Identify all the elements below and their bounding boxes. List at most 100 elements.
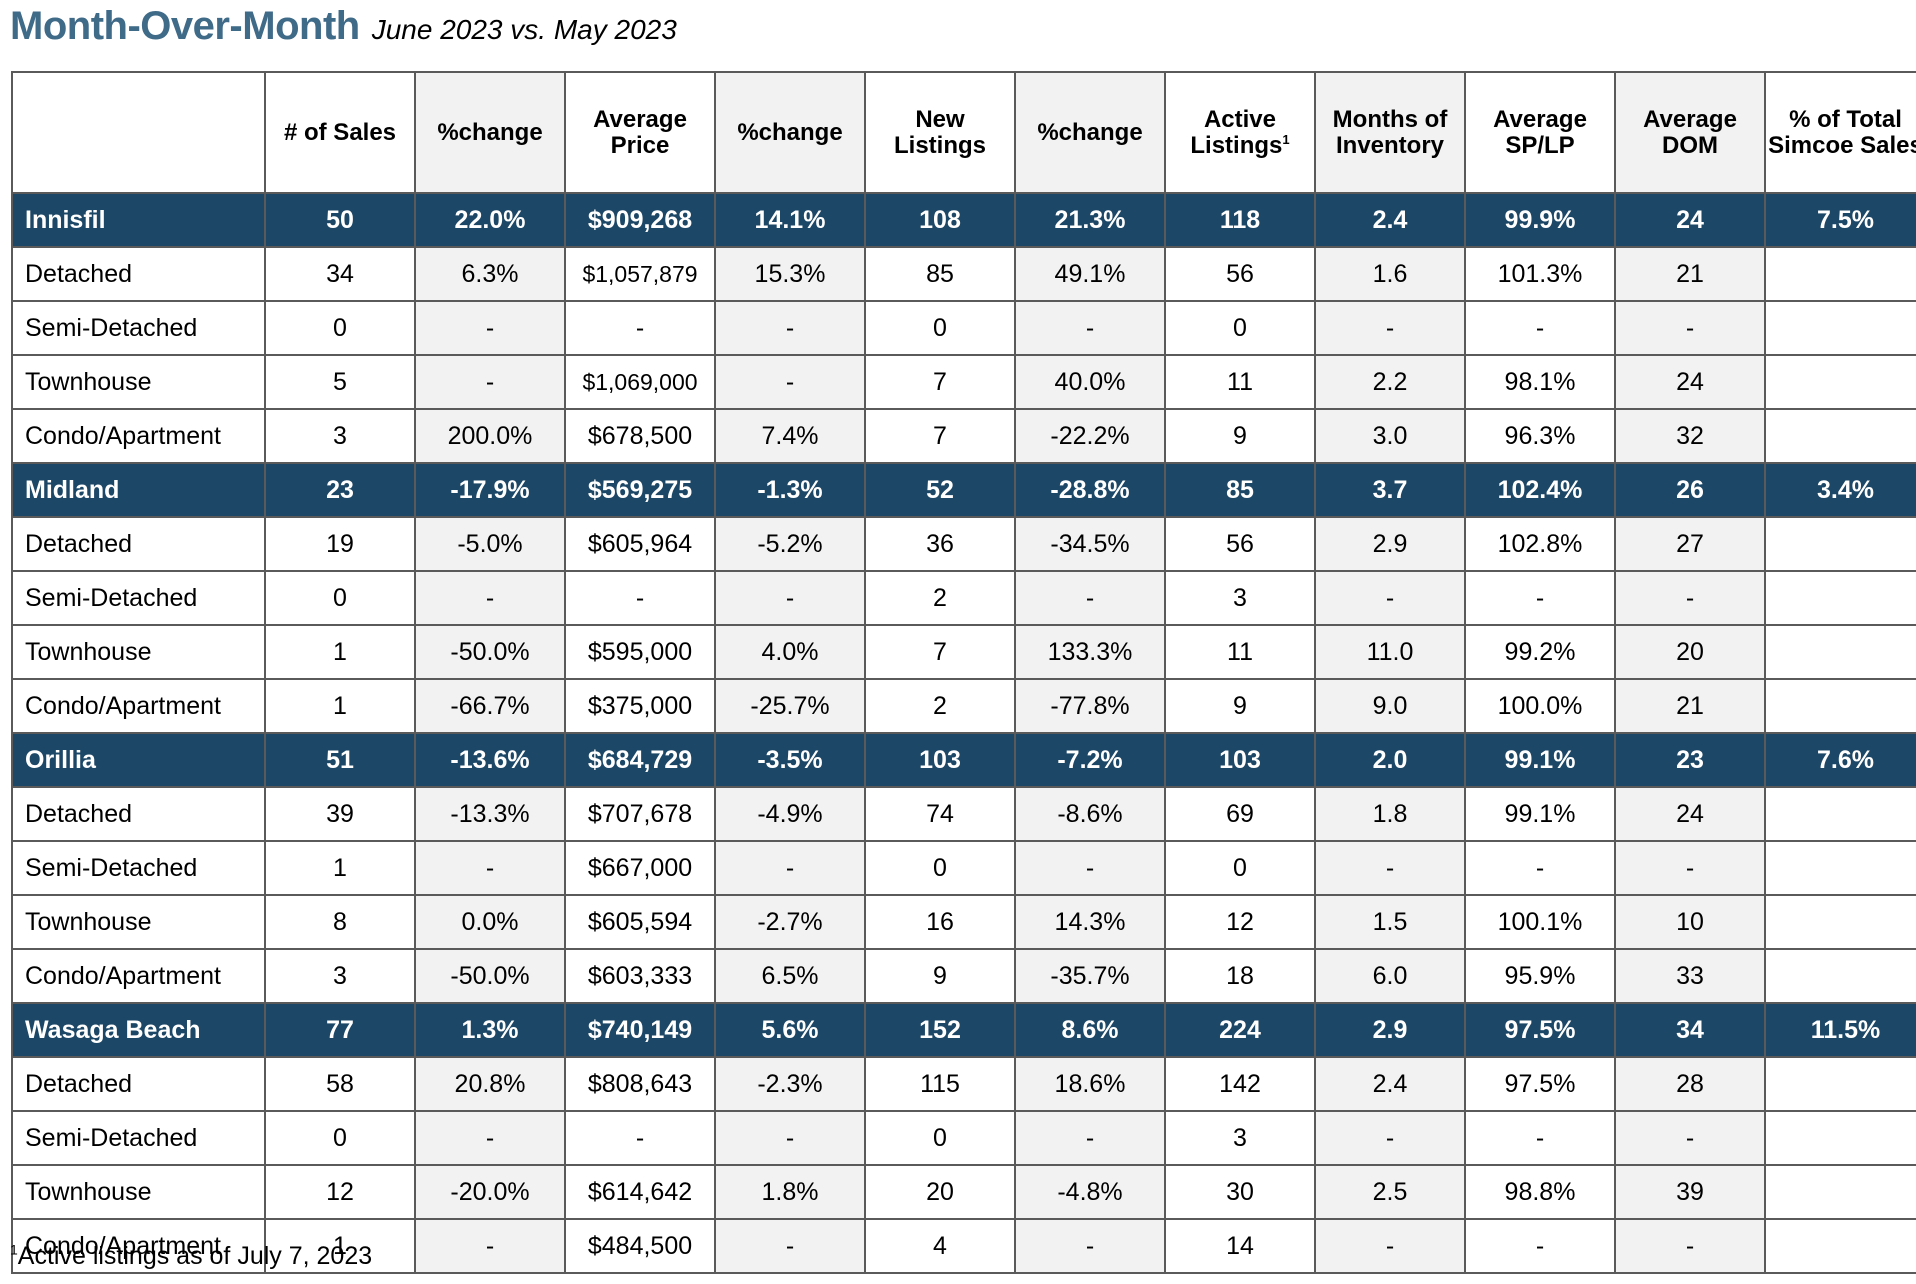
footnote-text: Active listings as of July 7, 2023 <box>17 1242 373 1270</box>
table-cell: -50.0% <box>414 948 566 1004</box>
table-cell: 32 <box>1614 408 1766 464</box>
table-cell: 7 <box>864 408 1016 464</box>
group-summary-cell: -1.3% <box>714 462 866 518</box>
table-cell: 58 <box>264 1056 416 1112</box>
column-header: % of Total Simcoe Sales <box>1764 71 1916 194</box>
table-cell: 20 <box>1614 624 1766 680</box>
table-cell: 0 <box>1164 300 1316 356</box>
table-cell: - <box>1464 1110 1616 1166</box>
table-cell: 0 <box>264 1110 416 1166</box>
table-cell: - <box>1314 300 1466 356</box>
table-cell: -8.6% <box>1014 786 1166 842</box>
table-cell: $375,000 <box>564 678 716 734</box>
table-cell: 1 <box>264 678 416 734</box>
table-cell: 20 <box>864 1164 1016 1220</box>
table-cell: - <box>1314 840 1466 896</box>
table-cell: 34 <box>264 246 416 302</box>
table-cell: 2 <box>864 570 1016 626</box>
table-row: Condo/Apartment 1 -66.7% $375,000 -25.7% 2 -77… <box>11 678 1916 734</box>
table-cell: 9 <box>1164 408 1316 464</box>
table-cell: 3 <box>1164 1110 1316 1166</box>
table-cell: 7 <box>864 624 1016 680</box>
property-type-label: Detached <box>11 246 266 302</box>
property-type-label: Townhouse <box>11 624 266 680</box>
table-cell: - <box>1464 1218 1616 1274</box>
table-cell: 3.0 <box>1314 408 1466 464</box>
group-name: Innisfil <box>11 192 266 248</box>
table-cell: 200.0% <box>414 408 566 464</box>
table-cell <box>1764 516 1916 572</box>
group-summary-cell: 103 <box>1164 732 1316 788</box>
table-cell: 1.8 <box>1314 786 1466 842</box>
table-cell: - <box>414 1218 566 1274</box>
table-row: Condo/Apartment 1- $484,500-4-14- - - <box>11 1218 1916 1274</box>
footnote-reference: 1 <box>1282 131 1290 147</box>
table-cell <box>1764 300 1916 356</box>
column-header: %change <box>714 71 866 194</box>
table-cell: 0 <box>1164 840 1316 896</box>
group-summary-cell: 51 <box>264 732 416 788</box>
table-cell: 14 <box>1164 1218 1316 1274</box>
column-header: # of Sales <box>264 71 416 194</box>
table-cell: 21 <box>1614 678 1766 734</box>
table-cell: 99.1% <box>1464 786 1616 842</box>
table-cell: $603,333 <box>564 948 716 1004</box>
table-cell: 9.0 <box>1314 678 1466 734</box>
table-cell: - <box>1614 1218 1766 1274</box>
table-cell: - <box>414 354 566 410</box>
table-cell <box>1764 840 1916 896</box>
table-cell: 0 <box>864 1110 1016 1166</box>
group-summary-cell: $909,268 <box>564 192 716 248</box>
table-cell: $605,964 <box>564 516 716 572</box>
table-cell: 12 <box>264 1164 416 1220</box>
group-summary-row: Innisfil 50 22.0% $909,268 14.1% 108 21.3% 118 2… <box>11 192 1916 248</box>
column-header-label: New Listings <box>893 105 986 159</box>
table-cell: 49.1% <box>1014 246 1166 302</box>
table-cell: 74 <box>864 786 1016 842</box>
table-row: Detached 19 -5.0% $605,964 -5.2% 36 -34.5% 56 2.… <box>11 516 1916 572</box>
table-row: Detached 34 6.3% $1,057,879 15.3% 85 49.1% 56 1.… <box>11 246 1916 302</box>
table-cell: 99.2% <box>1464 624 1616 680</box>
table-cell: 27 <box>1614 516 1766 572</box>
group-summary-cell: -17.9% <box>414 462 566 518</box>
group-summary-cell: -28.8% <box>1014 462 1166 518</box>
group-summary-cell: 224 <box>1164 1002 1316 1058</box>
column-header-label: %change <box>1037 118 1143 146</box>
table-cell: - <box>564 570 716 626</box>
footnote-marker: 1 <box>10 1241 18 1258</box>
table-cell: -22.2% <box>1014 408 1166 464</box>
table-cell: - <box>1314 570 1466 626</box>
table-cell: 8 <box>264 894 416 950</box>
table-cell: -4.8% <box>1014 1164 1166 1220</box>
table-cell: 4 <box>864 1218 1016 1274</box>
table-cell: $707,678 <box>564 786 716 842</box>
table-cell: -77.8% <box>1014 678 1166 734</box>
table-cell <box>1764 354 1916 410</box>
table-cell <box>1764 678 1916 734</box>
property-type-label: Condo/Apartment <box>11 408 266 464</box>
column-header-blank <box>11 71 266 194</box>
column-header: Average Price <box>564 71 716 194</box>
table-row: Townhouse 1 -50.0% $595,000 4.0% 7 133.3% 11 11.… <box>11 624 1916 680</box>
table-row: Condo/Apartment 3 200.0% $678,500 7.4% 7 -22.2… <box>11 408 1916 464</box>
table-cell: 9 <box>864 948 1016 1004</box>
table-cell: - <box>714 300 866 356</box>
table-cell: 100.0% <box>1464 678 1616 734</box>
group-name: Orillia <box>11 732 266 788</box>
property-type-label: Detached <box>11 1056 266 1112</box>
column-header-label: Average Price <box>593 105 687 159</box>
group-summary-cell: 7.5% <box>1764 192 1916 248</box>
group-summary-cell: 77 <box>264 1002 416 1058</box>
page-subtitle: June 2023 vs. May 2023 <box>371 14 677 45</box>
table-cell: 24 <box>1614 354 1766 410</box>
group-summary-cell: 3.7 <box>1314 462 1466 518</box>
table-cell: 7 <box>864 354 1016 410</box>
group-summary-cell: 108 <box>864 192 1016 248</box>
table-cell: 2.9 <box>1314 516 1466 572</box>
table-cell: -13.3% <box>414 786 566 842</box>
table-cell: - <box>1314 1110 1466 1166</box>
table-cell: 4.0% <box>714 624 866 680</box>
property-type-label: Townhouse <box>11 1164 266 1220</box>
table-cell <box>1764 948 1916 1004</box>
